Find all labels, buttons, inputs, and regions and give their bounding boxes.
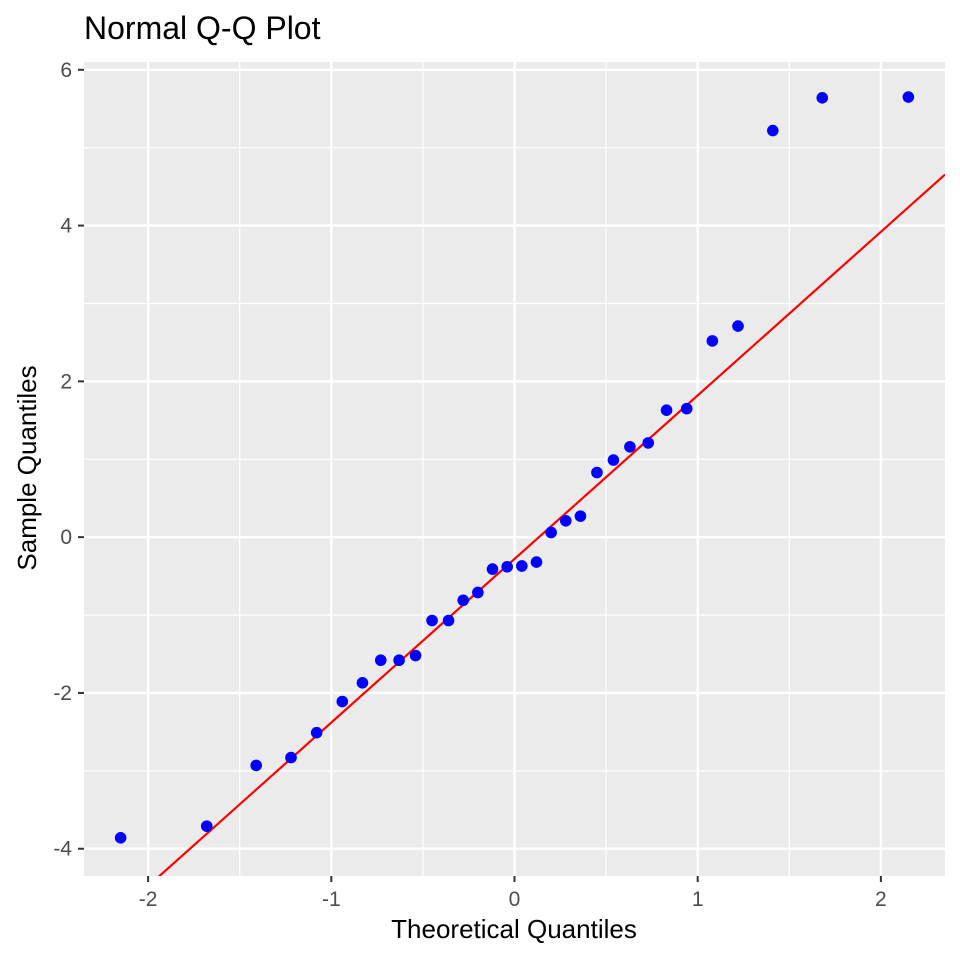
y-tick-label: 6 — [60, 59, 72, 82]
data-point — [816, 92, 829, 104]
x-tick-label: 1 — [692, 888, 704, 911]
data-point — [559, 515, 572, 527]
data-point — [442, 614, 455, 627]
data-point — [501, 560, 513, 573]
data-point — [624, 441, 636, 453]
data-point — [285, 751, 297, 764]
reference-line — [157, 173, 945, 876]
data-point — [607, 454, 620, 466]
data-point — [545, 526, 557, 539]
data-point — [200, 820, 213, 832]
x-tick-label: 0 — [509, 888, 521, 911]
y-tick-label: -4 — [53, 838, 72, 861]
data-point — [902, 91, 915, 103]
data-point — [574, 510, 587, 522]
data-point — [374, 654, 387, 667]
data-point — [680, 402, 693, 415]
data-point — [426, 614, 438, 627]
x-axis: -2 -1 0 1 2 — [139, 876, 887, 911]
plot-panel — [84, 62, 945, 876]
data-point — [114, 832, 127, 844]
y-axis-title: Sample Quantiles — [12, 365, 42, 570]
data-point — [530, 556, 543, 568]
data-point — [310, 726, 323, 739]
x-tick-label: -2 — [139, 888, 158, 911]
y-tick-label: 0 — [60, 526, 72, 549]
data-point — [732, 320, 744, 332]
data-point — [591, 466, 603, 479]
data-point — [642, 437, 655, 449]
x-tick-label: 2 — [875, 888, 887, 911]
y-tick-label: -2 — [53, 682, 72, 705]
x-axis-title: Theoretical Quantiles — [391, 914, 637, 944]
y-axis: -4 -2 0 2 4 6 — [53, 59, 84, 861]
data-point — [356, 677, 369, 689]
data-point — [486, 563, 499, 575]
data-point — [250, 759, 262, 772]
x-tick-label: -1 — [322, 888, 341, 911]
data-point — [409, 649, 422, 662]
data-point — [393, 654, 405, 667]
data-point — [336, 695, 349, 708]
data-point — [457, 594, 470, 607]
data-point — [472, 586, 484, 599]
data-point — [516, 560, 528, 572]
y-tick-label: 2 — [60, 370, 72, 393]
data-point — [767, 124, 779, 137]
y-tick-label: 4 — [60, 215, 72, 238]
chart-title: Normal Q-Q Plot — [84, 10, 321, 46]
data-point — [660, 404, 673, 416]
data-point — [706, 335, 719, 347]
